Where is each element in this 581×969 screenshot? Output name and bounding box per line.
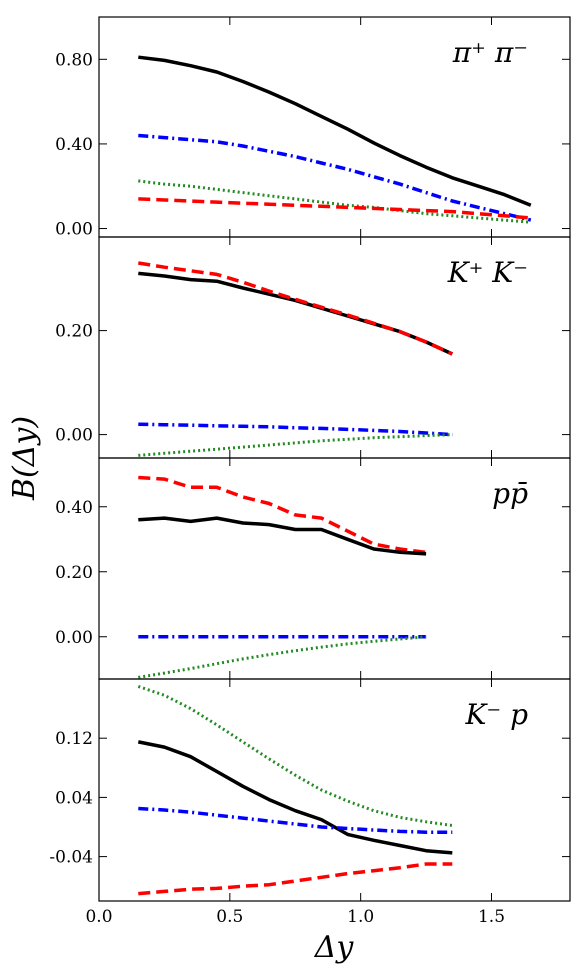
panels: 0.000.400.80 π⁺ π⁻0.000.20K⁺ K⁻0.000.200.… — [49, 16, 571, 902]
panel-frame — [98, 678, 571, 902]
y-tick-label: -0.04 — [49, 848, 93, 868]
series-line-dashdot — [138, 806, 453, 834]
series-line-solid — [138, 271, 454, 356]
y-tick-label: 0.12 — [55, 729, 93, 749]
x-tick-label: 1.5 — [478, 907, 505, 927]
panel-label: K⁺ K⁻ — [447, 256, 528, 289]
x-tick-labels: 0.0 0.5 1.0 1.5 — [85, 907, 505, 927]
series-line-dashed — [138, 197, 531, 220]
x-axis-title: Δy — [314, 930, 355, 965]
y-tick-label: 0.40 — [55, 498, 93, 518]
y-tick-label: 0.20 — [55, 563, 93, 583]
x-tick-label: 0.5 — [216, 907, 243, 927]
series-line-dotted — [137, 684, 453, 827]
x-tick-label: 1.0 — [347, 907, 374, 927]
series-line-dotted — [138, 179, 531, 224]
series-line-solid — [138, 516, 427, 556]
series-line-dashed — [138, 475, 427, 555]
series-line-dotted — [138, 635, 427, 679]
panel-label: K⁻ p — [464, 698, 528, 731]
series-line-dashdot — [138, 133, 532, 222]
panel-4: -0.04 0.04 0.12 K⁻ p — [49, 678, 571, 902]
series-line-solid — [138, 55, 532, 207]
x-tick-label: 0.0 — [85, 907, 112, 927]
y-tick-label: 0.00 — [55, 628, 93, 648]
y-axis-title: B(Δy) — [7, 416, 42, 501]
series-line-dashed — [138, 261, 454, 356]
y-tick-label: 0.00 — [55, 220, 93, 240]
panel-label: π⁺ π⁻ — [452, 36, 528, 69]
series-line-dashed — [138, 862, 453, 896]
y-tick-label: 0.80 — [55, 50, 93, 70]
panel-3: 0.00 0.20 0.40 pp̄ — [55, 457, 571, 680]
series-line-dashdot — [138, 422, 453, 437]
panel-2: 0.00 0.20 K⁺ K⁻ — [55, 236, 571, 459]
y-tick-label: 0.04 — [55, 788, 93, 808]
panel-1: 0.00 0.40 0.80 π⁺ π⁻ — [55, 16, 571, 240]
series-line-dotted — [138, 433, 453, 457]
y-tick-label: 0.40 — [55, 135, 93, 155]
panel-label: pp̄ — [492, 477, 528, 510]
y-tick-label: 0.00 — [55, 426, 93, 446]
series-line-solid — [137, 740, 453, 855]
y-tick-label: 0.20 — [55, 322, 93, 342]
